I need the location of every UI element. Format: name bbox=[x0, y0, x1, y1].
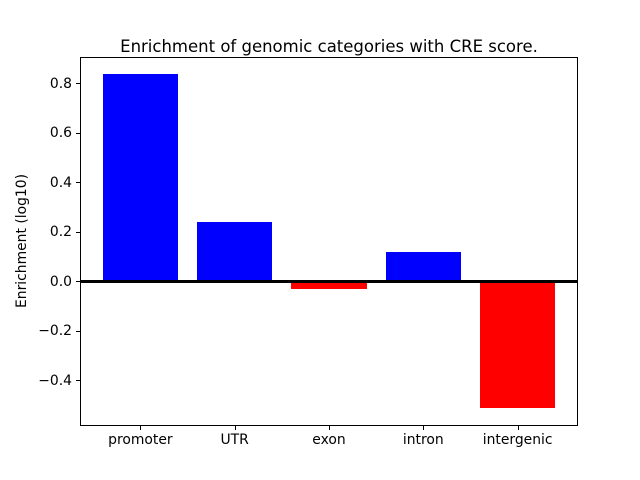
x-tick-label-exon: exon bbox=[312, 432, 346, 448]
x-tick-mark bbox=[517, 426, 519, 430]
x-tick-label-intron: intron bbox=[402, 432, 444, 448]
y-tick-mark bbox=[76, 380, 80, 382]
y-tick-label: 0.8 bbox=[49, 75, 72, 92]
y-tick-mark bbox=[76, 83, 80, 85]
y-tick-label: 0.4 bbox=[49, 174, 72, 191]
y-tick-label: −0.2 bbox=[38, 323, 72, 340]
zero-baseline bbox=[80, 280, 578, 283]
bar-intron bbox=[385, 252, 462, 282]
y-tick-label: 0.2 bbox=[49, 224, 72, 241]
bar-promoter bbox=[102, 73, 179, 282]
y-tick-mark bbox=[76, 281, 80, 283]
x-tick-mark bbox=[234, 426, 236, 430]
x-tick-label-UTR: UTR bbox=[220, 432, 249, 448]
y-tick-mark bbox=[76, 182, 80, 184]
x-tick-label-promoter: promoter bbox=[108, 432, 173, 448]
bar-intergenic bbox=[479, 281, 556, 408]
y-tick-mark bbox=[76, 231, 80, 233]
x-tick-mark bbox=[329, 426, 330, 430]
y-tick-label: −0.4 bbox=[38, 372, 72, 389]
y-tick-label: 0.6 bbox=[49, 125, 72, 142]
y-tick-label: 0.0 bbox=[49, 273, 72, 290]
y-tick-mark bbox=[76, 330, 80, 332]
x-tick-mark bbox=[423, 426, 425, 430]
y-tick-mark bbox=[76, 132, 80, 134]
x-tick-label-intergenic: intergenic bbox=[482, 432, 553, 448]
bar-exon bbox=[291, 281, 367, 290]
x-tick-mark bbox=[140, 426, 142, 430]
chart-title: Enrichment of genomic categories with CR… bbox=[120, 37, 538, 56]
plot-area bbox=[80, 57, 578, 426]
bar-UTR bbox=[196, 222, 273, 282]
